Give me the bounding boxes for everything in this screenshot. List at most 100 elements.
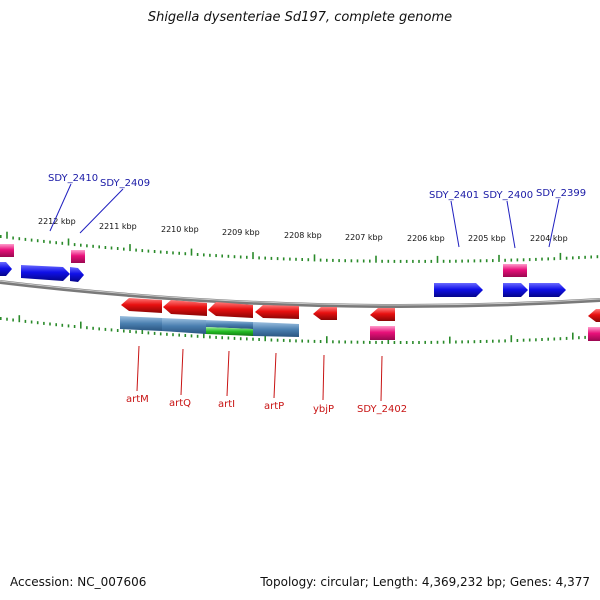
- gene-label-arti[interactable]: artI: [218, 399, 235, 410]
- minor-tick-mark: [252, 337, 254, 341]
- gene-label-ybjp[interactable]: ybjP: [313, 404, 334, 415]
- minor-tick-mark: [492, 259, 494, 263]
- gene-boxes-bottom: [370, 326, 600, 341]
- minor-tick-mark: [344, 340, 346, 344]
- minor-tick-mark: [455, 259, 457, 263]
- domain-bar[interactable]: [253, 322, 299, 337]
- major-tick-mark: [67, 238, 70, 246]
- domain-bar[interactable]: [206, 320, 253, 329]
- callout-line: [79, 188, 124, 234]
- cds-arrow-reverse[interactable]: [588, 309, 600, 322]
- minor-tick-mark: [572, 256, 574, 260]
- minor-tick-mark: [12, 318, 14, 322]
- gene-label-artp[interactable]: artP: [264, 401, 284, 412]
- minor-tick-mark: [92, 326, 94, 330]
- minor-tick-mark: [110, 328, 113, 332]
- minor-tick-mark: [528, 338, 531, 342]
- minor-tick-mark: [12, 236, 14, 240]
- minor-tick-mark: [289, 339, 291, 343]
- cds-arrow-forward[interactable]: [21, 265, 70, 281]
- minor-tick-mark: [307, 258, 310, 262]
- major-tick-mark: [387, 337, 390, 344]
- minor-tick-mark: [159, 250, 162, 254]
- minor-tick-mark: [393, 341, 396, 344]
- gene-box[interactable]: [503, 264, 527, 277]
- minor-tick-mark: [547, 257, 549, 261]
- gene-box[interactable]: [71, 250, 85, 263]
- minor-tick-mark: [559, 337, 562, 341]
- cds-arrow-forward[interactable]: [503, 283, 528, 297]
- minor-tick-mark: [153, 331, 156, 335]
- major-tick-mark: [313, 254, 316, 262]
- gene-label-sdy-2402[interactable]: SDY_2402: [357, 404, 407, 415]
- callout-lines-top: [49, 183, 560, 249]
- tick-label-2210: 2210 kbp: [161, 225, 199, 234]
- minor-tick-mark: [584, 255, 586, 259]
- minor-tick-mark: [80, 243, 82, 247]
- domain-bar[interactable]: [120, 316, 162, 331]
- gene-label-artq[interactable]: artQ: [169, 398, 191, 409]
- cds-arrow-reverse[interactable]: [208, 302, 253, 318]
- minor-tick-mark: [578, 256, 580, 260]
- minor-tick-mark: [362, 340, 365, 344]
- cds-arrow-reverse[interactable]: [163, 300, 207, 316]
- callout-line: [180, 348, 184, 396]
- minor-tick-mark: [184, 252, 187, 256]
- callout-lines-bottom: [136, 345, 383, 402]
- tick-row-top: [0, 231, 599, 263]
- minor-tick-mark: [86, 326, 88, 330]
- domain-bar[interactable]: [162, 318, 206, 334]
- minor-tick-mark: [553, 337, 556, 341]
- minor-tick-mark: [270, 338, 273, 342]
- minor-tick-mark: [399, 341, 402, 344]
- minor-tick-mark: [565, 256, 568, 260]
- minor-tick-mark: [43, 321, 45, 325]
- cds-arrow-forward[interactable]: [0, 262, 12, 276]
- cds-arrow-forward[interactable]: [529, 283, 566, 297]
- minor-tick-mark: [276, 257, 279, 261]
- minor-tick-mark: [565, 336, 568, 340]
- minor-tick-mark: [430, 259, 433, 263]
- gene-label-sdy-2409[interactable]: SDY_2409: [100, 178, 150, 189]
- major-tick-mark: [559, 252, 562, 260]
- minor-tick-mark: [473, 259, 476, 263]
- major-tick-mark: [436, 255, 439, 263]
- major-tick-mark: [326, 336, 328, 344]
- minor-tick-mark: [61, 241, 64, 245]
- genome-summary-text: Topology: circular; Length: 4,369,232 bp…: [260, 575, 590, 589]
- minor-tick-mark: [461, 340, 463, 344]
- accession-text: Accession: NC_007606: [10, 575, 147, 589]
- gene-label-sdy-2400[interactable]: SDY_2400: [483, 190, 533, 201]
- gene-label-sdy-2410[interactable]: SDY_2410: [48, 173, 98, 184]
- minor-tick-mark: [135, 330, 137, 334]
- callout-line: [322, 354, 325, 401]
- minor-tick-mark: [578, 336, 580, 340]
- cds-arrow-reverse[interactable]: [121, 298, 162, 313]
- cds-arrow-forward[interactable]: [434, 283, 483, 297]
- cds-arrow-reverse[interactable]: [313, 307, 337, 320]
- minor-tick-mark: [344, 259, 346, 263]
- minor-tick-mark: [479, 259, 482, 263]
- tick-label-2209: 2209 kbp: [222, 228, 260, 237]
- minor-tick-mark: [455, 340, 457, 344]
- minor-tick-mark: [18, 237, 21, 241]
- minor-tick-mark: [504, 258, 506, 262]
- minor-tick-mark: [522, 338, 525, 342]
- cds-arrow-reverse[interactable]: [255, 305, 299, 319]
- gene-label-artm[interactable]: artM: [126, 394, 149, 405]
- gene-box[interactable]: [588, 327, 600, 341]
- minor-tick-mark: [178, 333, 180, 337]
- gene-box[interactable]: [0, 244, 14, 257]
- cds-arrow-forward[interactable]: [70, 267, 84, 282]
- minor-tick-mark: [541, 338, 543, 341]
- callout-line: [136, 345, 140, 392]
- major-tick-mark: [510, 335, 513, 343]
- gene-box[interactable]: [370, 326, 395, 340]
- minor-tick-mark: [547, 337, 549, 341]
- gene-label-sdy-2401[interactable]: SDY_2401: [429, 190, 479, 201]
- minor-tick-mark: [172, 251, 174, 255]
- genome-backbone: [0, 280, 600, 308]
- domain-bar-green[interactable]: [206, 327, 253, 336]
- gene-label-sdy-2399[interactable]: SDY_2399: [536, 188, 586, 199]
- cds-arrow-reverse[interactable]: [370, 308, 395, 321]
